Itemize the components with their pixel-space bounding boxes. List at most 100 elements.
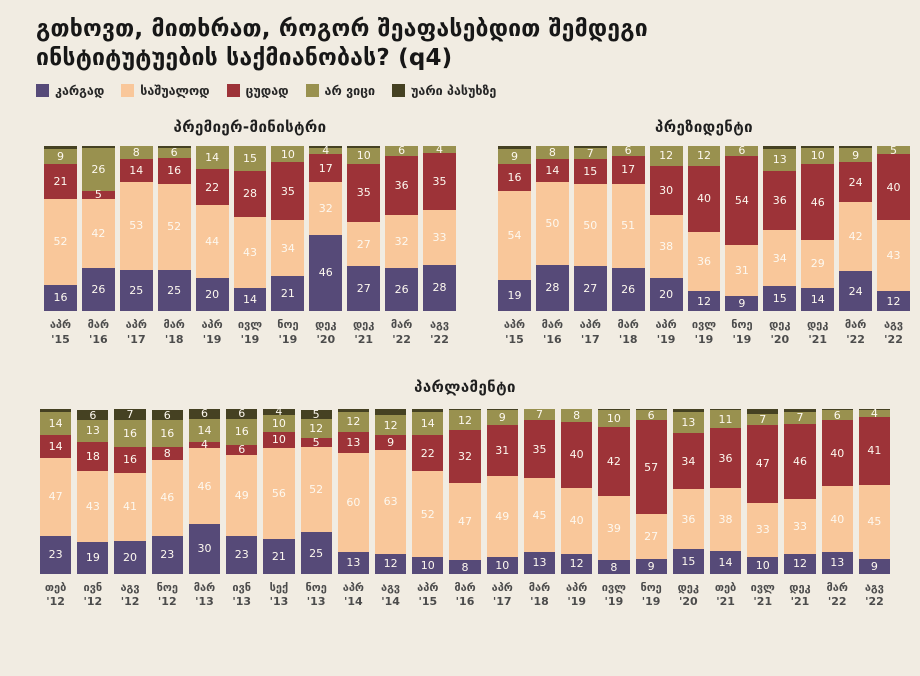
x-tick-label: აპრ '19: [201, 317, 223, 346]
segment-good: 27: [573, 266, 607, 311]
segment-bad: 34: [672, 433, 704, 490]
segment-value: 47: [458, 515, 473, 529]
segment-good: 10: [486, 557, 518, 574]
segment-good: 9: [635, 558, 667, 574]
segment-value: 4: [322, 144, 330, 158]
segment-value: 6: [833, 408, 841, 422]
segment-value: 12: [696, 149, 711, 163]
bar: 10 46 29 14: [801, 145, 835, 311]
bar: 5 12 5 52 25: [300, 409, 332, 574]
segment-refuse: [747, 408, 779, 414]
segment-dk: 10: [598, 410, 630, 427]
bar: 14 14 47 23: [40, 408, 72, 574]
x-tick-label: აპრ '14: [342, 580, 364, 609]
segment-bad: 47: [747, 425, 779, 503]
segment-value: 42: [606, 454, 621, 468]
segment-value: 16: [167, 164, 182, 178]
segment-refuse: [858, 408, 891, 411]
x-tick-label: ივნ '13: [232, 580, 252, 609]
segment-value: 34: [772, 251, 787, 265]
page-title-line-1: გთხოვთ, მითხრათ, როგორ შეაფასებდით შემდე…: [36, 16, 648, 42]
bar: 15 28 43 14: [233, 145, 267, 311]
x-tick-label: მარ '22: [844, 317, 867, 346]
bar: 6 14 4 46 30: [188, 407, 221, 574]
segment-value: 52: [420, 507, 435, 521]
bar: 12 40 36 12: [687, 145, 721, 311]
segment-value: 4: [200, 438, 208, 452]
segment-dk: 13: [763, 149, 797, 171]
segment-bad: 46: [784, 423, 816, 500]
segment-refuse: [635, 408, 667, 411]
segment-value: 6: [200, 407, 208, 421]
bar: 26 5 42 26: [81, 145, 115, 311]
segment-value: 6: [624, 144, 632, 158]
segment-value: 41: [123, 500, 138, 514]
segment-refuse: [486, 408, 518, 411]
segment-value: 52: [309, 482, 324, 496]
segment-dk: 9: [498, 149, 531, 165]
legend-item-bad: ცუდად: [226, 83, 289, 98]
segment-bad: 9: [374, 435, 407, 450]
segment-value: 6: [738, 144, 746, 158]
bar: 4 10 10 56 21: [263, 406, 295, 574]
segment-dk: 16: [151, 420, 183, 447]
prime-minister-chart-title: პრემიერ-მინისტრი: [173, 117, 327, 136]
segment-value: 16: [53, 291, 68, 305]
segment-value: 25: [129, 283, 144, 297]
segment-value: 35: [280, 184, 295, 198]
segment-value: 40: [830, 446, 845, 460]
bar: 6 57 27 9: [635, 408, 667, 574]
segment-value: 42: [848, 230, 863, 244]
bar: 4 35 33 28: [423, 144, 456, 311]
segment-value: 23: [234, 548, 249, 562]
segment-value: 40: [830, 512, 845, 526]
segment-value: 36: [696, 254, 711, 268]
x-tick-label: ივლ '19: [691, 317, 717, 346]
segment-value: 9: [56, 150, 64, 164]
bars: 9 21 52 16 26 5 42 26 8 14 53 25 6 16 52 25 14 22 44 20 15 28…: [44, 144, 456, 311]
segment-bad: 21: [44, 164, 77, 199]
legend-item-dk: არ ვიცი: [305, 83, 375, 98]
segment-good: 14: [709, 550, 742, 574]
segment-bad: 31: [486, 425, 518, 477]
page-title: გთხოვთ, მითხრათ, როგორ შეაფასებდით შემდე…: [0, 15, 920, 73]
x-tick-label: აპრ '15: [49, 317, 72, 346]
segment-value: 35: [532, 442, 547, 456]
segment-refuse: 6: [188, 407, 221, 421]
x-tick-label: ნოე '12: [156, 580, 178, 609]
segment-good: 23: [226, 535, 258, 574]
x-tick-label: მარ '13: [193, 580, 216, 609]
segment-bad: 57: [635, 420, 667, 515]
segment-value: 10: [755, 558, 770, 572]
segment-value: 8: [163, 446, 171, 460]
segment-value: 4: [870, 407, 878, 421]
segment-value: 33: [432, 231, 447, 245]
bar: 6 40 40 13: [821, 408, 853, 574]
segment-refuse: [374, 408, 407, 416]
segment-value: 43: [886, 249, 901, 263]
segment-value: 6: [398, 144, 406, 158]
segment-value: 32: [394, 235, 409, 249]
legend-swatch-dk: [305, 83, 319, 97]
segment-bad: 22: [195, 169, 229, 206]
segment-value: 39: [606, 521, 621, 535]
segment-bad: 40: [687, 165, 721, 232]
segment-refuse: 4: [263, 406, 295, 417]
segment-value: 5: [312, 435, 320, 449]
x-tick-label: ივლ '19: [237, 317, 263, 346]
segment-dk: 12: [449, 410, 481, 431]
segment-value: 46: [197, 479, 212, 493]
bar: 12 9 63 12: [374, 408, 407, 574]
segment-value: 36: [772, 193, 787, 207]
segment-value: 28: [242, 187, 257, 201]
segment-value: 38: [659, 240, 674, 254]
segment-bad: 28: [233, 170, 267, 217]
segment-dk: 6: [635, 410, 667, 421]
bar: 6 16 8 46 23: [151, 409, 183, 574]
segment-average: 47: [449, 482, 481, 561]
segment-bad: 40: [877, 154, 910, 221]
segment-refuse: [784, 408, 816, 412]
segment-value: 36: [718, 451, 733, 465]
segment-bad: 16: [114, 446, 146, 473]
segment-value: 27: [356, 237, 371, 251]
